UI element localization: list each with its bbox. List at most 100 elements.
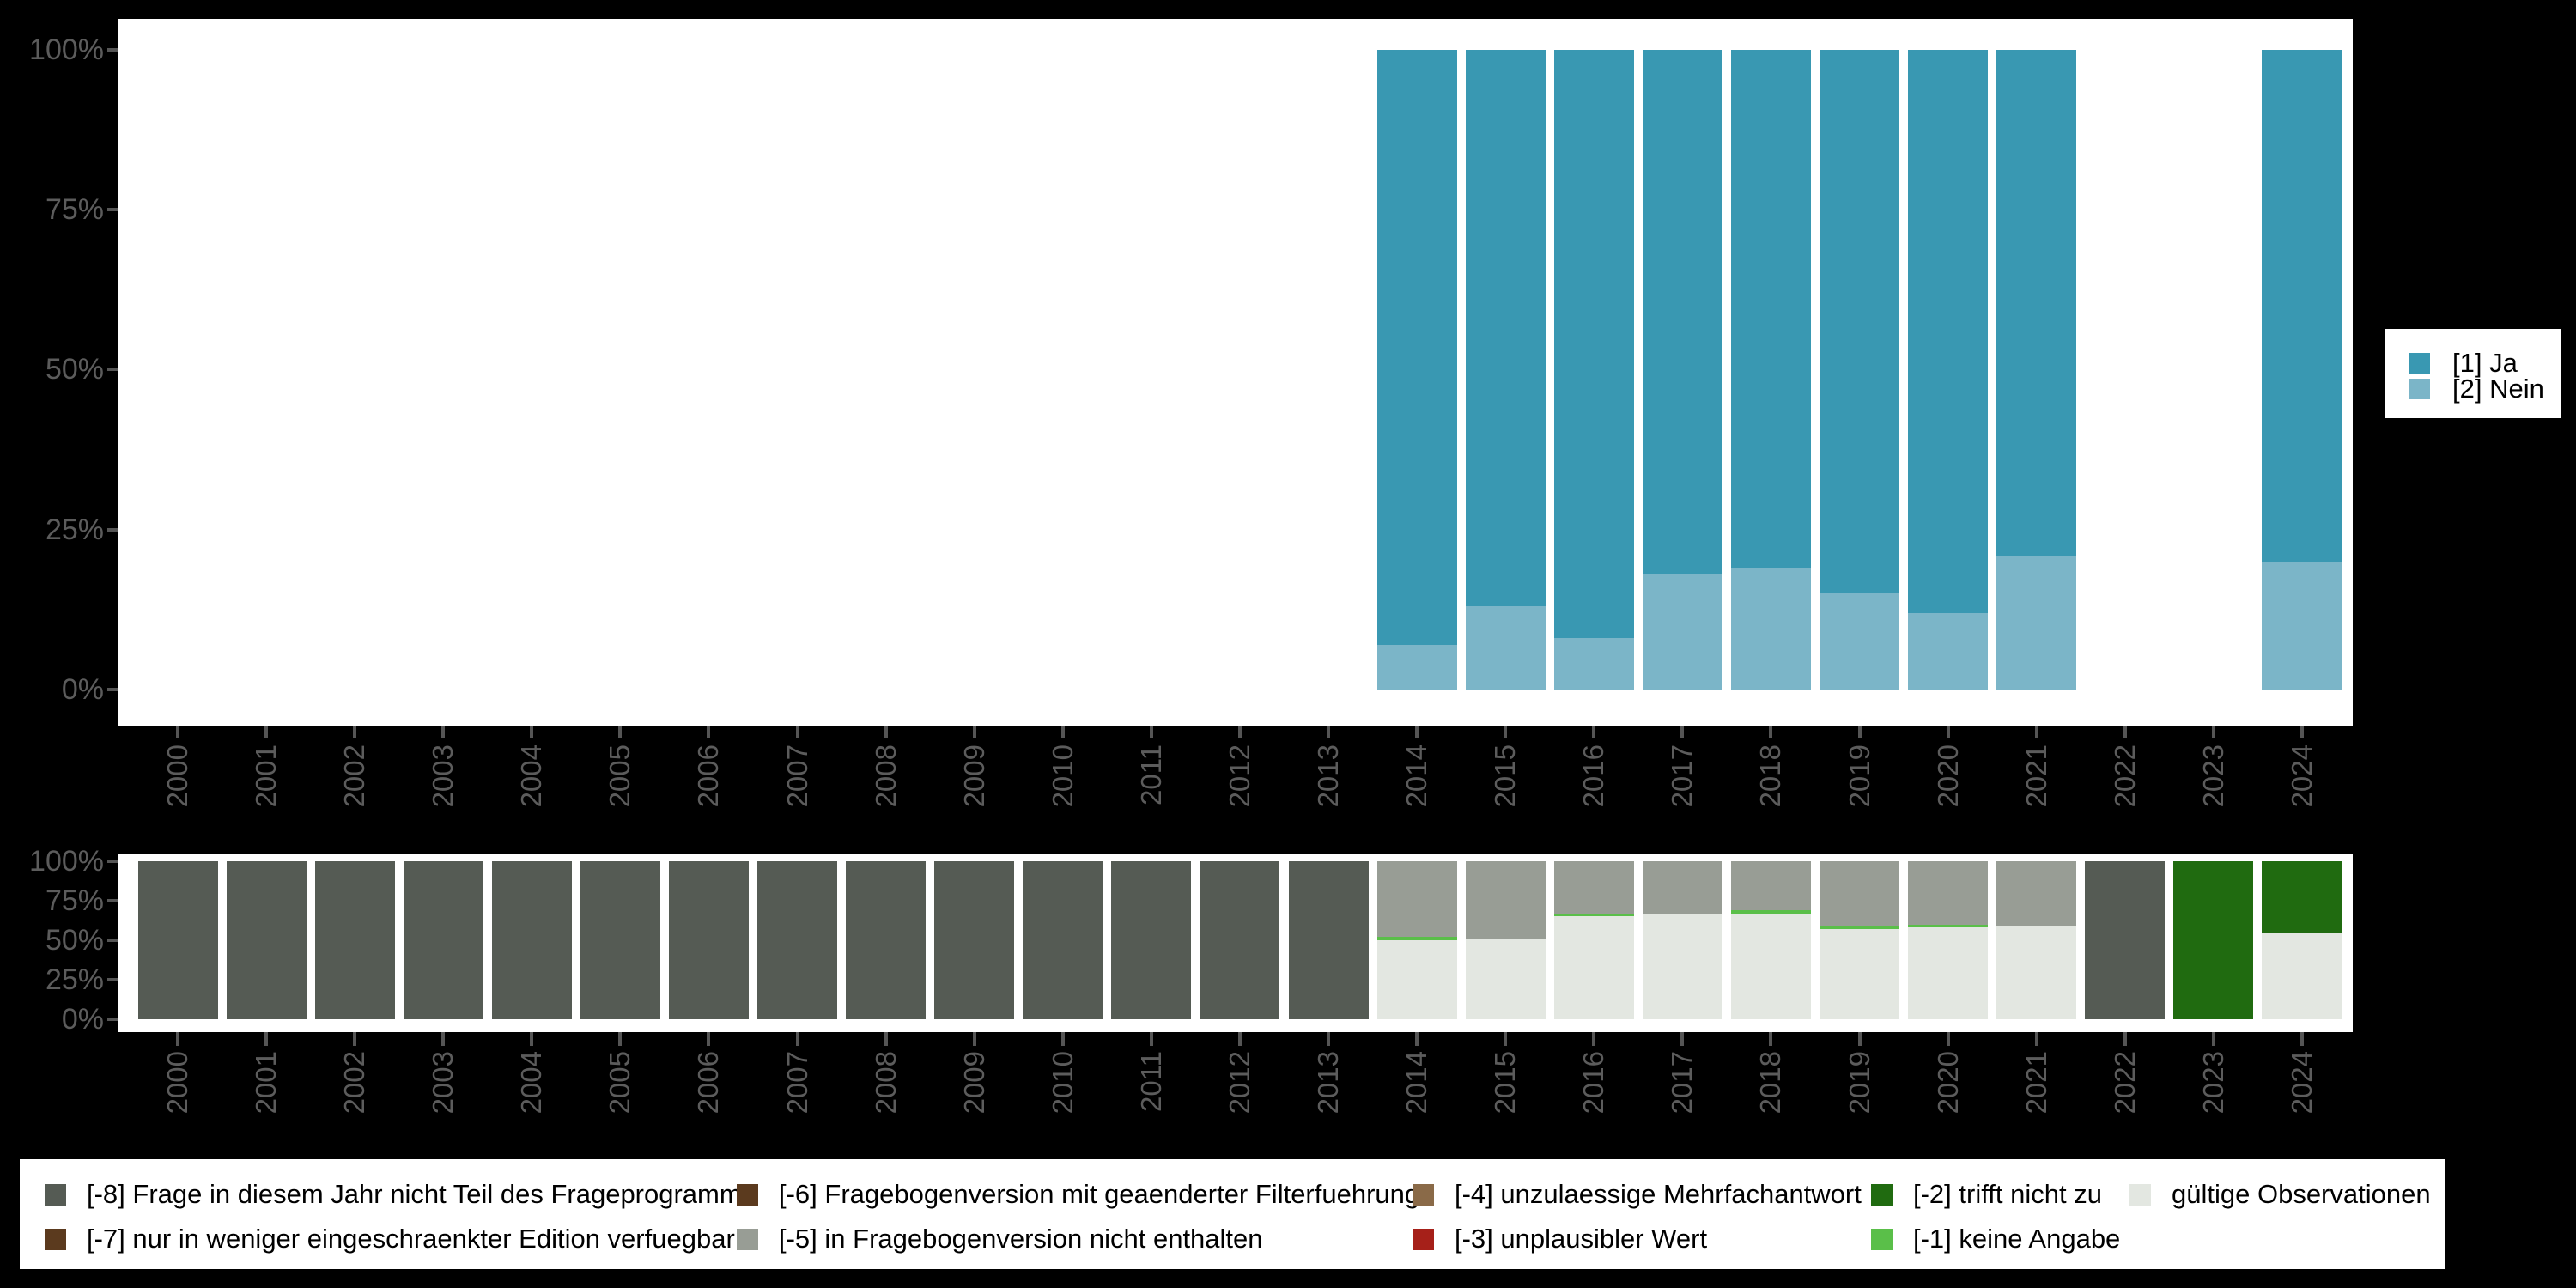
x-tick-mark: [1857, 1032, 1862, 1046]
x-tick-label: 2011: [1134, 744, 1167, 805]
y-tick-mark: [107, 1018, 118, 1021]
x-tick-mark: [1680, 1032, 1685, 1046]
bar-segment: [1553, 913, 1634, 917]
x-tick-mark: [618, 1032, 623, 1046]
bar-segment: [314, 861, 395, 1019]
legend-swatch: [1871, 1228, 1893, 1250]
x-tick-label: 2004: [515, 1051, 548, 1115]
x-tick-label: 2000: [161, 744, 193, 808]
bar-segment: [1908, 924, 1989, 928]
x-tick-mark: [1504, 1032, 1508, 1046]
x-tick-label: 2019: [1843, 744, 1875, 808]
x-tick-mark: [176, 726, 179, 738]
x-tick-mark: [2034, 1032, 2038, 1046]
x-tick-mark: [1946, 726, 1950, 738]
x-tick-mark: [2300, 726, 2304, 738]
x-tick-label: 2000: [161, 1051, 193, 1115]
bar-segment: [757, 861, 838, 1019]
legend-item-label: [-4] unzulaessige Mehrfachantwort: [1455, 1179, 1862, 1209]
x-tick-label: 2014: [1400, 1051, 1433, 1115]
legend-item-label: [-2] trifft nicht zu: [1913, 1179, 2102, 1209]
x-tick-label: 2010: [1046, 1051, 1078, 1115]
x-tick-label: 2014: [1400, 744, 1433, 808]
legend-item: [-1] keine Angabe: [1871, 1224, 2120, 1255]
x-tick-mark: [353, 726, 357, 738]
x-tick-label: 2009: [957, 744, 990, 808]
x-tick-mark: [1857, 726, 1862, 738]
legend-item: [-6] Fragebogenversion mit geaenderter F…: [737, 1179, 1419, 1210]
bar-segment: [1642, 913, 1722, 1019]
x-tick-label: 2001: [250, 1051, 283, 1115]
bar-segment: [846, 861, 927, 1019]
x-tick-label: 2006: [692, 1051, 725, 1115]
x-tick-mark: [1149, 726, 1153, 738]
bar-segment: [1996, 555, 2077, 690]
bar-segment: [1200, 861, 1280, 1019]
legend-item-label: [-6] Fragebogenversion mit geaenderter F…: [779, 1179, 1420, 1209]
x-tick-label: 2018: [1754, 1051, 1787, 1115]
bar-segment: [1730, 568, 1811, 690]
x-tick-label: 2023: [2196, 744, 2229, 808]
bar-segment: [1820, 593, 1900, 690]
x-tick-label: 2013: [1312, 1051, 1345, 1115]
bar-segment: [1376, 937, 1457, 940]
legend-item-label: [-3] unplausibler Wert: [1455, 1224, 1708, 1254]
y-tick-label: 100%: [29, 33, 104, 66]
x-tick-label: 2002: [338, 744, 371, 808]
bar-segment: [403, 861, 483, 1019]
x-tick-label: 2023: [2196, 1051, 2229, 1115]
legend-item-label: [-7] nur in weniger eingeschraenkter Edi…: [87, 1224, 735, 1254]
x-tick-mark: [707, 1032, 711, 1046]
x-tick-mark: [972, 726, 976, 738]
y-tick-mark: [107, 860, 118, 863]
x-tick-label: 2011: [1134, 1051, 1167, 1112]
x-tick-label: 2015: [1489, 744, 1522, 808]
legend-item-label: [-8] Frage in diesem Jahr nicht Teil des…: [87, 1179, 756, 1209]
bar-segment: [1642, 574, 1722, 690]
x-tick-mark: [1680, 726, 1685, 738]
x-tick-mark: [441, 1032, 446, 1046]
nein-swatch: [2409, 379, 2430, 399]
legend-item: [-5] in Fragebogenversion nicht enthalte…: [737, 1224, 1263, 1255]
legend-item: [-2] trifft nicht zu: [1871, 1179, 2102, 1210]
x-tick-label: 2020: [1931, 744, 1964, 808]
y-tick-mark: [107, 208, 118, 211]
legend-item: [-8] Frage in diesem Jahr nicht Teil des…: [45, 1179, 755, 1210]
legend-item: [-7] nur in weniger eingeschraenkter Edi…: [45, 1224, 735, 1255]
y-tick-label: 0%: [61, 1003, 104, 1036]
x-tick-label: 2012: [1223, 744, 1255, 808]
bar-segment: [1553, 861, 1634, 914]
y-tick-label: 25%: [45, 963, 104, 996]
bar-segment: [1996, 926, 2077, 1019]
x-tick-mark: [441, 726, 446, 738]
bar-segment: [580, 861, 660, 1019]
x-tick-mark: [1060, 726, 1065, 738]
x-tick-label: 2022: [2108, 1051, 2141, 1115]
x-tick-label: 2021: [2020, 1051, 2052, 1115]
bar-segment: [1730, 913, 1811, 1019]
x-tick-label: 2013: [1312, 744, 1345, 808]
bar-segment: [2262, 932, 2342, 1019]
bar-segment: [1376, 50, 1457, 645]
x-tick-mark: [1237, 726, 1242, 738]
bar-segment: [2173, 861, 2254, 1019]
x-tick-mark: [353, 1032, 357, 1046]
y-tick-label: 100%: [29, 845, 104, 878]
y-tick-mark: [107, 939, 118, 942]
y-tick-label: 25%: [45, 513, 104, 546]
bar-segment: [1376, 940, 1457, 1019]
x-tick-mark: [618, 726, 623, 738]
x-tick-mark: [1592, 1032, 1596, 1046]
x-tick-mark: [1592, 726, 1596, 738]
y-tick-mark: [107, 48, 118, 52]
x-tick-label: 2005: [604, 744, 636, 808]
bar-segment: [1553, 638, 1634, 690]
bar-segment: [1111, 861, 1192, 1019]
bar-segment: [1465, 50, 1546, 607]
x-tick-mark: [1237, 1032, 1242, 1046]
bar-segment: [2262, 50, 2342, 562]
bar-segment: [1376, 644, 1457, 690]
bar-segment: [1553, 916, 1634, 1019]
top-chart-legend: [1] Ja [2] Nein: [2385, 329, 2561, 418]
x-tick-mark: [707, 726, 711, 738]
